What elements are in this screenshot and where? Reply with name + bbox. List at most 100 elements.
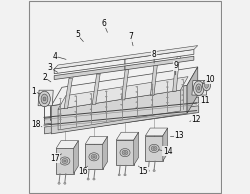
Ellipse shape bbox=[151, 94, 153, 95]
Text: 11: 11 bbox=[200, 96, 209, 105]
Ellipse shape bbox=[136, 107, 138, 108]
Ellipse shape bbox=[204, 82, 208, 88]
Text: 6: 6 bbox=[101, 19, 106, 28]
Polygon shape bbox=[145, 136, 163, 161]
Ellipse shape bbox=[91, 154, 97, 159]
Polygon shape bbox=[176, 57, 181, 60]
Text: 1: 1 bbox=[32, 87, 36, 96]
Polygon shape bbox=[145, 128, 168, 136]
Ellipse shape bbox=[124, 152, 126, 154]
Ellipse shape bbox=[136, 91, 138, 92]
Ellipse shape bbox=[122, 150, 128, 155]
Polygon shape bbox=[116, 140, 134, 165]
Ellipse shape bbox=[75, 111, 77, 112]
Ellipse shape bbox=[75, 96, 77, 97]
Polygon shape bbox=[116, 132, 138, 140]
Ellipse shape bbox=[90, 99, 92, 100]
Polygon shape bbox=[173, 60, 179, 91]
Ellipse shape bbox=[120, 104, 122, 105]
Polygon shape bbox=[54, 66, 125, 80]
Ellipse shape bbox=[153, 147, 155, 149]
Text: 18: 18 bbox=[32, 120, 41, 129]
Ellipse shape bbox=[136, 102, 138, 103]
Text: 7: 7 bbox=[128, 32, 133, 41]
Ellipse shape bbox=[196, 84, 202, 93]
Ellipse shape bbox=[149, 144, 159, 152]
Ellipse shape bbox=[90, 104, 92, 105]
Polygon shape bbox=[97, 70, 102, 74]
Ellipse shape bbox=[166, 87, 168, 88]
Polygon shape bbox=[56, 148, 74, 174]
Polygon shape bbox=[56, 141, 78, 148]
Ellipse shape bbox=[198, 87, 200, 90]
Polygon shape bbox=[85, 136, 108, 144]
Ellipse shape bbox=[93, 156, 95, 158]
Ellipse shape bbox=[75, 101, 77, 102]
Text: 9: 9 bbox=[173, 61, 178, 70]
Ellipse shape bbox=[90, 109, 92, 110]
Text: 5: 5 bbox=[75, 30, 80, 39]
Polygon shape bbox=[58, 90, 180, 130]
Ellipse shape bbox=[166, 102, 168, 103]
Ellipse shape bbox=[136, 86, 138, 87]
Text: 12: 12 bbox=[191, 115, 200, 124]
Ellipse shape bbox=[182, 95, 184, 96]
Ellipse shape bbox=[90, 93, 92, 94]
Ellipse shape bbox=[151, 99, 153, 100]
Text: 13: 13 bbox=[174, 131, 184, 140]
Text: 10: 10 bbox=[206, 75, 215, 84]
Ellipse shape bbox=[60, 114, 61, 115]
Ellipse shape bbox=[182, 79, 184, 80]
Ellipse shape bbox=[64, 182, 66, 184]
Ellipse shape bbox=[60, 103, 61, 104]
Polygon shape bbox=[192, 81, 208, 95]
Ellipse shape bbox=[90, 114, 92, 115]
Ellipse shape bbox=[39, 91, 50, 107]
Ellipse shape bbox=[147, 170, 150, 172]
Ellipse shape bbox=[105, 96, 107, 97]
Ellipse shape bbox=[58, 182, 60, 184]
Ellipse shape bbox=[151, 84, 153, 85]
Polygon shape bbox=[121, 69, 129, 100]
Polygon shape bbox=[103, 136, 108, 169]
Polygon shape bbox=[64, 79, 72, 109]
Ellipse shape bbox=[105, 91, 107, 92]
Polygon shape bbox=[125, 49, 194, 64]
Ellipse shape bbox=[62, 159, 68, 163]
Ellipse shape bbox=[166, 81, 168, 82]
Ellipse shape bbox=[182, 84, 184, 85]
Ellipse shape bbox=[151, 146, 157, 151]
Ellipse shape bbox=[75, 106, 77, 107]
Ellipse shape bbox=[60, 119, 61, 120]
Ellipse shape bbox=[120, 109, 122, 110]
Text: 15: 15 bbox=[138, 167, 148, 176]
Ellipse shape bbox=[87, 178, 89, 180]
Ellipse shape bbox=[124, 174, 126, 176]
Ellipse shape bbox=[136, 97, 138, 98]
Ellipse shape bbox=[105, 101, 107, 102]
Polygon shape bbox=[125, 66, 131, 69]
Text: 3: 3 bbox=[48, 63, 53, 72]
Polygon shape bbox=[154, 61, 159, 65]
Ellipse shape bbox=[120, 94, 122, 95]
Ellipse shape bbox=[93, 178, 95, 180]
Ellipse shape bbox=[60, 157, 70, 165]
Text: 4: 4 bbox=[53, 52, 58, 61]
Polygon shape bbox=[38, 90, 53, 106]
Text: 16: 16 bbox=[78, 167, 88, 176]
Text: 17: 17 bbox=[50, 154, 60, 163]
Ellipse shape bbox=[182, 89, 184, 90]
Polygon shape bbox=[54, 46, 198, 69]
Ellipse shape bbox=[60, 108, 61, 109]
Ellipse shape bbox=[153, 170, 155, 172]
Polygon shape bbox=[85, 144, 103, 169]
Ellipse shape bbox=[64, 160, 66, 162]
Polygon shape bbox=[92, 74, 100, 104]
Polygon shape bbox=[69, 75, 74, 79]
Ellipse shape bbox=[89, 153, 99, 161]
Ellipse shape bbox=[182, 100, 184, 101]
Polygon shape bbox=[54, 59, 125, 74]
Polygon shape bbox=[150, 65, 158, 96]
Ellipse shape bbox=[120, 99, 122, 100]
Ellipse shape bbox=[194, 81, 204, 96]
